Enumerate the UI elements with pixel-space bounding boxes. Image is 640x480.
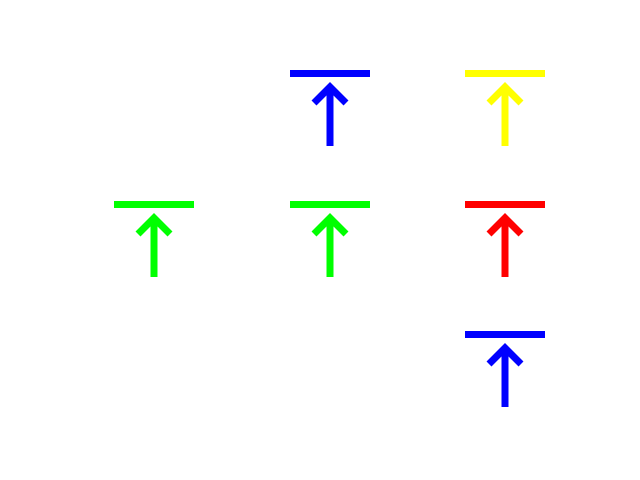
arrow-up-to-line-icon	[290, 201, 370, 277]
arrow-up-to-line-icon	[465, 70, 545, 146]
arrow-up-to-line-icon	[465, 201, 545, 277]
arrow-up-to-line-icon	[114, 201, 194, 277]
arrow-up-to-line-icon	[290, 70, 370, 146]
arrow-up-to-line-icon	[465, 331, 545, 407]
